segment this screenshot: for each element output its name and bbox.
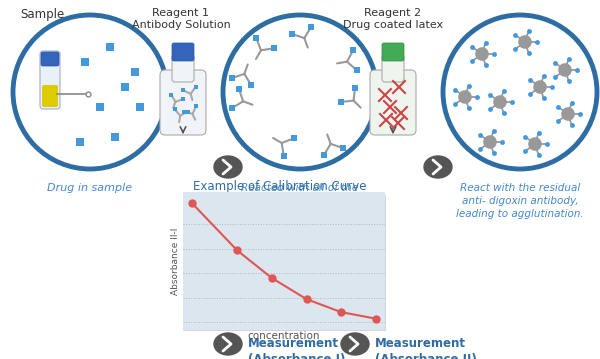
FancyBboxPatch shape: [41, 52, 59, 66]
FancyBboxPatch shape: [382, 43, 404, 61]
Circle shape: [484, 136, 496, 148]
Text: React with the residual
anti- digoxin antibody,
leading to agglutination.: React with the residual anti- digoxin an…: [456, 183, 584, 219]
Text: Reacted with all of the
available digoxin in the
specimen: Reacted with all of the available digoxi…: [239, 183, 361, 219]
Ellipse shape: [214, 156, 242, 178]
FancyBboxPatch shape: [172, 54, 194, 82]
Text: Reagent 2
Drug coated latex: Reagent 2 Drug coated latex: [343, 8, 443, 31]
Circle shape: [459, 91, 471, 103]
FancyBboxPatch shape: [42, 85, 58, 107]
Circle shape: [494, 96, 506, 108]
Text: Measurement
(Absorbance II): Measurement (Absorbance II): [375, 337, 477, 359]
Circle shape: [519, 36, 531, 48]
FancyBboxPatch shape: [160, 70, 206, 135]
FancyBboxPatch shape: [370, 70, 416, 135]
Circle shape: [534, 81, 546, 93]
FancyBboxPatch shape: [183, 195, 385, 330]
Circle shape: [559, 64, 571, 76]
Ellipse shape: [424, 156, 452, 178]
FancyBboxPatch shape: [40, 51, 60, 109]
Text: Example of Calibration Curve: Example of Calibration Curve: [193, 180, 367, 193]
X-axis label: concentration: concentration: [248, 331, 320, 341]
Y-axis label: Absorbance II-I: Absorbance II-I: [171, 227, 180, 295]
Circle shape: [562, 108, 574, 120]
Circle shape: [529, 138, 541, 150]
Text: Reagent 1
Antibody Solution: Reagent 1 Antibody Solution: [131, 8, 230, 31]
Text: Measurement
(Absorbance I): Measurement (Absorbance I): [248, 337, 346, 359]
Text: Sample: Sample: [20, 8, 64, 21]
FancyBboxPatch shape: [172, 43, 194, 61]
Circle shape: [476, 48, 488, 60]
Ellipse shape: [214, 333, 242, 355]
Text: Drug in sample: Drug in sample: [47, 183, 133, 193]
Ellipse shape: [341, 333, 369, 355]
FancyBboxPatch shape: [382, 54, 404, 82]
